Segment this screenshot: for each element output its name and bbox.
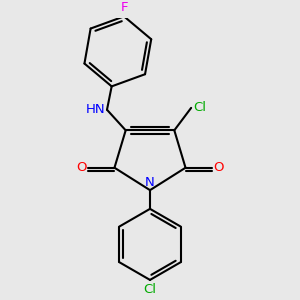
Text: Cl: Cl [143, 283, 157, 296]
Text: O: O [214, 161, 224, 174]
Text: O: O [76, 161, 86, 174]
Text: F: F [120, 1, 128, 13]
Text: Cl: Cl [193, 101, 206, 114]
Text: HN: HN [85, 103, 105, 116]
Text: N: N [145, 176, 155, 189]
